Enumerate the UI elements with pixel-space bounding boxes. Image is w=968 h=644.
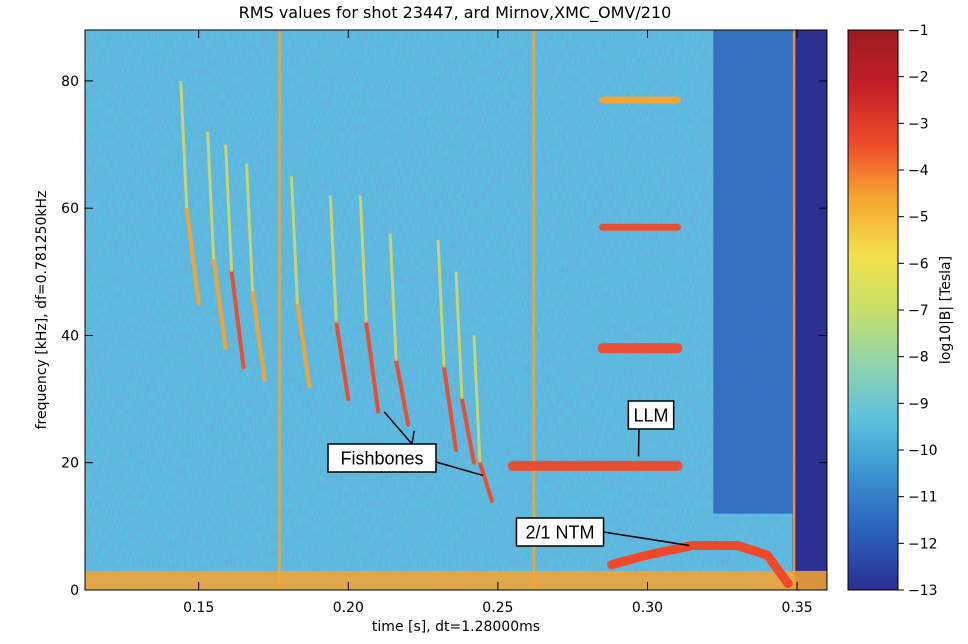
colorbar: −1 −2 −3 −4 −5 −6 −7 −8 −9 −10 −11 −12 −13 log10|B| …	[847, 23, 954, 599]
colorbar-tick-label: −5	[908, 210, 929, 226]
y-axis-label: frequency [kHz], df=0.781250kHz	[34, 191, 50, 430]
colorbar-tick-label: −9	[908, 396, 929, 412]
colorbar-tick-label: −1	[908, 23, 929, 39]
colorbar-tick-label: −12	[908, 536, 938, 552]
x-tick-label: 0.30	[632, 600, 663, 616]
heatmap-noise	[85, 30, 827, 590]
fishbone-chirp-harmonic	[388, 233, 398, 361]
y-tick-label: 20	[61, 456, 79, 472]
colorbar-ticks: −1 −2 −3 −4 −5 −6 −7 −8 −9 −10 −11 −12 −13	[898, 23, 938, 599]
fishbone-chirp	[442, 365, 458, 452]
chart-title: RMS values for shot 23447, ard Mirnov,XM…	[239, 3, 672, 23]
annotation-leader	[411, 430, 415, 445]
colorbar-tick-label: −2	[908, 70, 929, 86]
x-tick-label: 0.15	[183, 600, 214, 616]
annotation-2-1-ntm: 2/1 NTM	[515, 517, 690, 547]
y-axis: 0 20 40 60 80	[61, 74, 827, 599]
colorbar-tick-label: −7	[908, 303, 929, 319]
annotation-llm: LLM	[627, 400, 675, 457]
fishbone-chirp	[295, 301, 312, 389]
fishbone-chirp-harmonic	[245, 163, 255, 291]
annotation-fishbones: Fishbones	[327, 411, 484, 477]
annotations: Fishbones LLM 2/1 NTM	[327, 400, 690, 547]
fishbone-chirp	[394, 358, 411, 427]
fishbone-chirp	[477, 460, 494, 503]
post-disruption-region	[792, 30, 827, 590]
fishbone-chirp	[211, 257, 228, 351]
fishbone-chirp-harmonic	[472, 335, 482, 463]
annotation-box	[327, 443, 437, 473]
annotation-leader	[383, 411, 413, 445]
fishbone-chirp	[334, 320, 351, 402]
x-axis-label: time [s], dt=1.28000ms	[372, 619, 540, 635]
ntm-mode	[607, 540, 793, 589]
fishbone-chirp-harmonic	[328, 195, 338, 323]
fishbone-chirp-harmonic	[224, 144, 234, 272]
colorbar-tick-label: −3	[908, 116, 929, 132]
annotation-leader	[603, 531, 690, 547]
fishbone-chirp	[459, 397, 476, 465]
heatmap-texture	[85, 30, 827, 590]
y-tick-label: 60	[61, 201, 79, 217]
colorbar-tick-label: −8	[908, 350, 929, 366]
low-amplitude-region	[713, 30, 793, 514]
plot-area	[85, 30, 827, 590]
annotation-label: 2/1 NTM	[525, 523, 594, 543]
fishbone-chirp-harmonic	[289, 176, 299, 304]
annotation-leader	[435, 461, 484, 477]
y-tick-label: 40	[61, 328, 79, 344]
colorbar-label: log10|B| [Tesla]	[938, 256, 954, 364]
x-tick-label: 0.35	[781, 600, 812, 616]
colorbar-gradient	[847, 29, 899, 591]
colorbar-tick-label: −11	[908, 490, 938, 506]
y-tick-label: 80	[61, 74, 79, 90]
low-frequency-band	[85, 570, 827, 590]
annotation-label: Fishbones	[340, 449, 423, 469]
y-tick-label: 0	[70, 583, 79, 599]
colorbar-tick-label: −13	[908, 583, 938, 599]
heatmap-features	[179, 30, 796, 590]
annotation-box	[515, 517, 605, 547]
fishbone-chirp	[364, 320, 381, 414]
plot-frame	[84, 29, 828, 591]
fishbone-chirp-harmonic	[179, 80, 189, 209]
x-tick-label: 0.20	[333, 600, 364, 616]
colorbar-tick-label: −4	[908, 163, 929, 179]
x-axis: 0.15 0.20 0.25 0.30 0.35	[183, 30, 813, 616]
fishbone-chirp	[250, 288, 267, 382]
fishbone-chirp	[184, 206, 201, 306]
fishbone-chirp-harmonic	[206, 131, 216, 260]
annotation-label: LLM	[633, 406, 668, 426]
fishbone-chirp-harmonic	[436, 239, 446, 368]
annotation-box	[627, 400, 675, 430]
colorbar-tick-label: −6	[908, 256, 929, 272]
fishbone-chirp-harmonic	[454, 271, 464, 400]
colorbar-tick-label: −10	[908, 443, 938, 459]
x-tick-label: 0.25	[482, 600, 513, 616]
fishbone-chirp-harmonic	[358, 195, 368, 323]
fishbone-chirp	[229, 269, 246, 370]
